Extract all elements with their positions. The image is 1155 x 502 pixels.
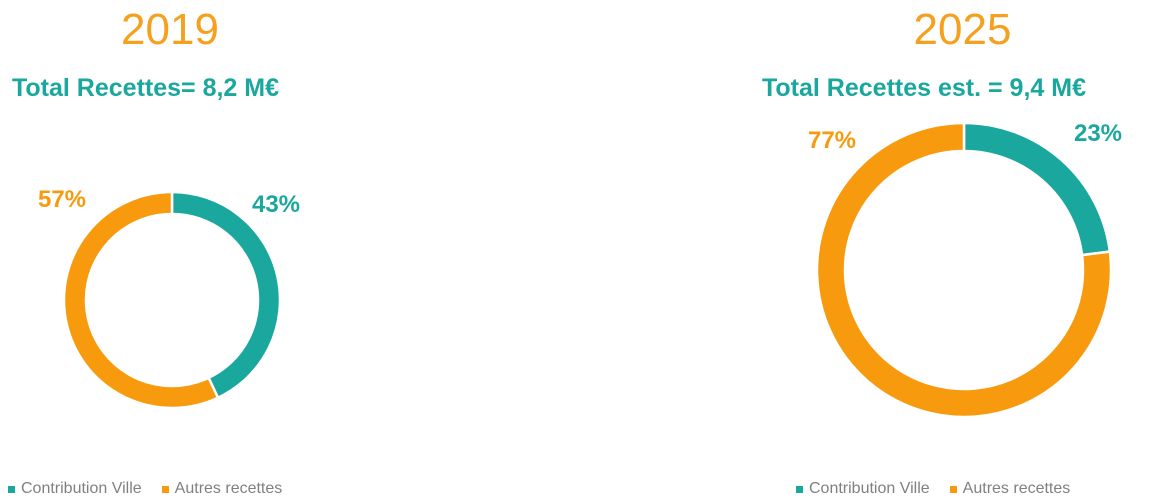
data-label-contribution-ville: 23% xyxy=(1074,120,1122,147)
chart-subtitle: Total Recettes= 8,2 M€ xyxy=(12,74,280,102)
legend-item-autres: Autres recettes xyxy=(949,480,1071,498)
legend-item-contribution: Contribution Ville xyxy=(796,480,930,498)
slice-autres-recettes xyxy=(815,121,1113,419)
legend-label: Contribution Ville xyxy=(21,480,142,497)
chart-panel-2025: 2025 Total Recettes est. = 9,4 M€ 23% 77%… xyxy=(740,0,1155,502)
legend-swatch-contribution xyxy=(8,485,15,493)
chart-title: 2019 xyxy=(121,5,219,54)
chart-panel-2019: 2019 Total Recettes= 8,2 M€ 43% 57% Contr… xyxy=(0,0,400,502)
legend-swatch-autres xyxy=(161,485,169,493)
legend: Contribution Ville Autres recettes xyxy=(796,480,1070,498)
legend-item-contribution: Contribution Ville xyxy=(8,480,142,498)
legend-item-autres: Autres recettes xyxy=(161,480,283,498)
donut-chart-2019: 43% 57% xyxy=(38,186,300,410)
chart-subtitle: Total Recettes est. = 9,4 M€ xyxy=(762,74,1086,102)
legend-swatch-autres xyxy=(949,485,957,493)
legend-swatch-contribution xyxy=(796,485,803,493)
legend-label: Contribution Ville xyxy=(809,480,930,497)
slice-autres-recettes xyxy=(62,190,220,410)
chart-title: 2025 xyxy=(913,5,1012,54)
legend: Contribution Ville Autres recettes xyxy=(8,480,282,498)
data-label-contribution-ville: 43% xyxy=(252,191,300,218)
donut-chart-2025: 23% 77% xyxy=(808,120,1122,419)
legend-label: Autres recettes xyxy=(962,480,1071,497)
legend-label: Autres recettes xyxy=(174,480,283,497)
data-label-autres-recettes: 57% xyxy=(38,186,86,213)
slice-contribution-ville xyxy=(170,190,282,400)
data-label-autres-recettes: 77% xyxy=(808,127,856,154)
